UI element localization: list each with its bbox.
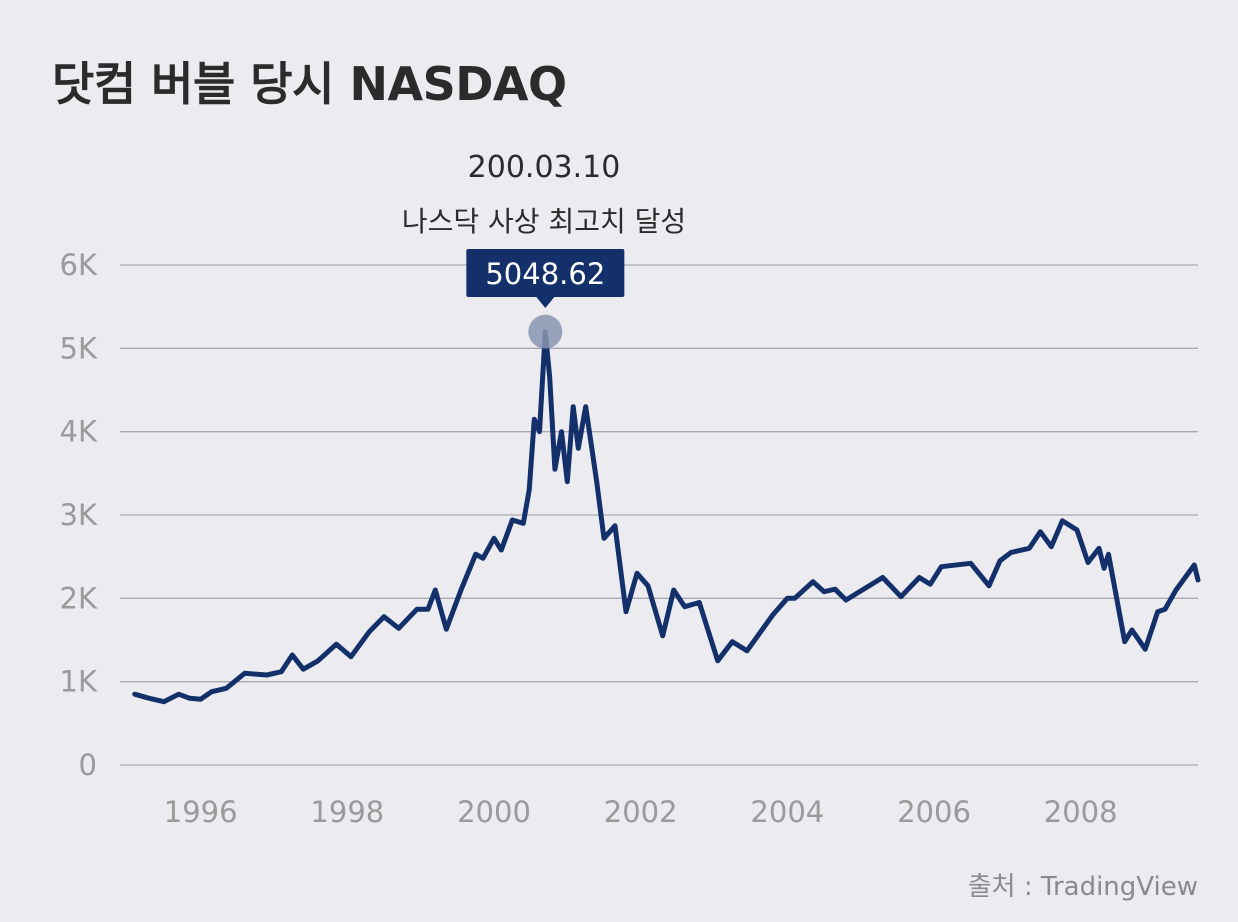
x-tick-label: 2004 bbox=[750, 795, 824, 829]
peak-date-annotation: 200.03.10 bbox=[467, 150, 621, 185]
peak-value-label: 5048.62 bbox=[485, 257, 605, 291]
x-tick-label: 1996 bbox=[164, 795, 238, 829]
peak-description-annotation: 나스닥 사상 최고치 달성 bbox=[401, 205, 687, 238]
x-tick-label: 2002 bbox=[604, 795, 678, 829]
y-tick-label: 3K bbox=[60, 498, 98, 532]
peak-callout-pointer bbox=[536, 297, 555, 308]
y-tick-label: 0 bbox=[79, 748, 97, 782]
x-tick-label: 1998 bbox=[310, 795, 384, 829]
peak-callout: 5048.62 bbox=[466, 249, 625, 349]
series-line-nasdaq bbox=[132, 329, 1201, 705]
grid-lines bbox=[120, 264, 1198, 766]
peak-marker bbox=[528, 314, 563, 349]
chart-title: 닷컴 버블 당시 NASDAQ bbox=[52, 57, 567, 111]
y-tick-label: 6K bbox=[60, 248, 98, 282]
y-tick-label: 4K bbox=[60, 415, 98, 449]
y-axis-tick-labels: 0 1K 2K 3K 4K 5K 6K bbox=[60, 248, 98, 782]
source-credit: 출처 : TradingView bbox=[967, 872, 1198, 902]
peak-callout-box bbox=[466, 249, 625, 297]
x-tick-label: 2000 bbox=[457, 795, 531, 829]
x-axis-tick-labels: 1996 1998 2000 2002 2004 2006 2008 bbox=[164, 795, 1118, 829]
x-tick-label: 2008 bbox=[1044, 795, 1118, 829]
y-tick-label: 1K bbox=[60, 665, 98, 699]
y-tick-label: 2K bbox=[60, 581, 98, 615]
series-layer bbox=[132, 329, 1201, 705]
x-tick-label: 2006 bbox=[897, 795, 971, 829]
y-tick-label: 5K bbox=[60, 331, 98, 365]
